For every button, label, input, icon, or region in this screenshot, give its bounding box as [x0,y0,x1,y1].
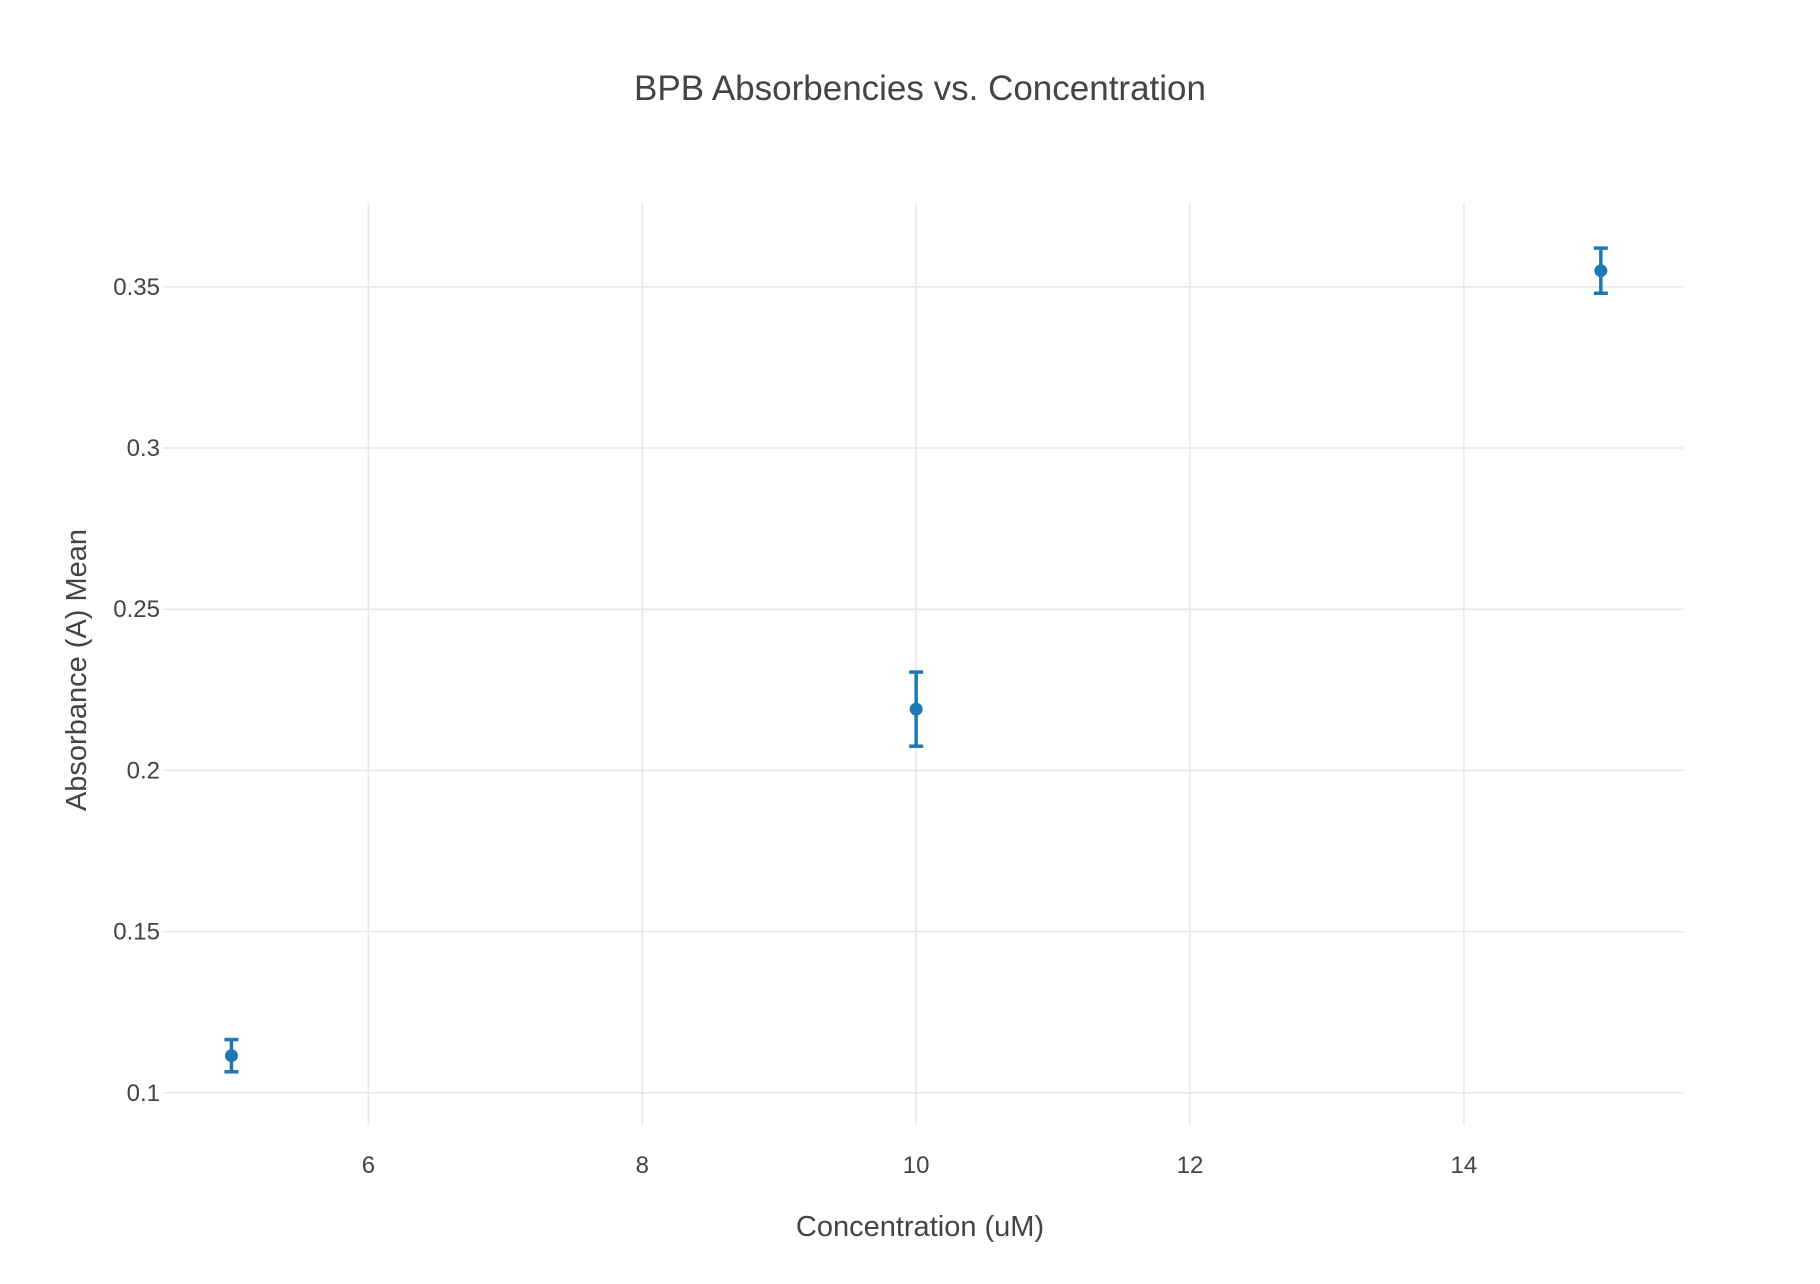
data-point-group [224,1037,239,1074]
data-point [1594,264,1608,278]
x-tick-label: 8 [636,1152,649,1179]
x-tick-label: 12 [1177,1152,1204,1179]
y-tick-label: 0.35 [113,274,160,301]
data-point [224,1049,238,1063]
y-tick-label: 0.25 [113,596,160,623]
tick-layer: 6 8 10 12 14 0.1 0.15 0.2 0.25 0.3 0.35 [113,274,1477,1179]
data-point-group [909,670,924,748]
data-point [909,702,923,716]
x-tick-label: 14 [1451,1152,1478,1179]
chart-title: BPB Absorbencies vs. Concentration [634,69,1206,108]
y-axis-title: Absorbance (A) Mean [61,529,93,811]
data-layer [224,246,1608,1074]
x-tick-label: 10 [903,1152,930,1179]
x-axis-title: Concentration (uM) [796,1211,1044,1243]
y-tick-label: 0.3 [127,435,160,462]
y-tick-label: 0.2 [127,757,160,784]
x-tick-label: 6 [362,1152,375,1179]
y-tick-label: 0.1 [127,1080,160,1107]
data-point-group [1593,246,1608,296]
grid-layer [163,203,1683,1125]
y-tick-label: 0.15 [113,919,160,946]
